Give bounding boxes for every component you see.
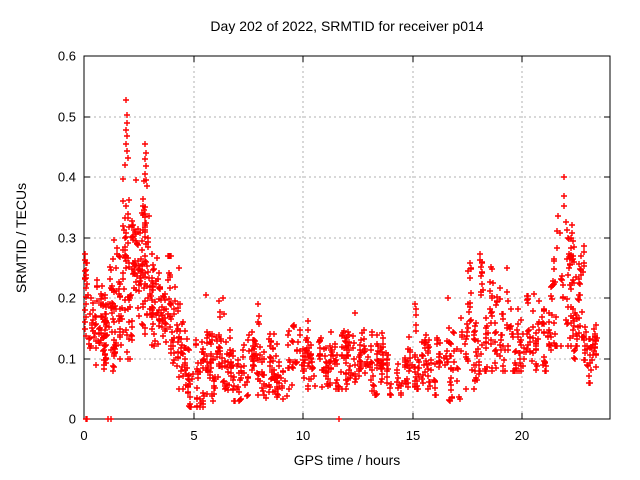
x-tick-label: 20 <box>515 428 529 443</box>
x-axis-label: GPS time / hours <box>293 452 401 468</box>
chart-title: Day 202 of 2022, SRMTID for receiver p01… <box>210 18 484 34</box>
x-tick-label: 10 <box>296 428 310 443</box>
y-tick-label: 0.3 <box>58 231 76 246</box>
x-tick-label: 0 <box>80 428 87 443</box>
x-tick-label: 5 <box>190 428 197 443</box>
grid-lines <box>84 56 610 419</box>
tick-marks <box>83 55 610 420</box>
y-tick-label: 0.2 <box>58 291 76 306</box>
plot-border <box>83 55 611 420</box>
y-tick-label: 0.4 <box>58 170 76 185</box>
y-tick-label: 0.6 <box>58 49 76 64</box>
scatter-points <box>82 97 600 422</box>
x-tick-label: 15 <box>406 428 420 443</box>
y-tick-label: 0.1 <box>58 352 76 367</box>
y-tick-label: 0.5 <box>58 110 76 125</box>
y-tick-label: 0 <box>69 412 76 427</box>
